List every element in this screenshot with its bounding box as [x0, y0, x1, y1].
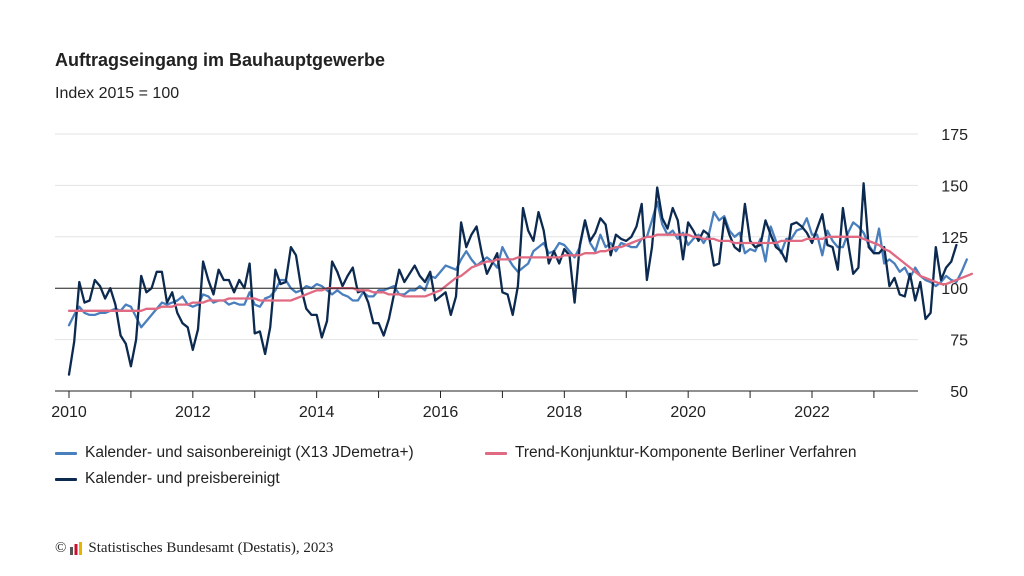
legend-label-preisbereinigt: Kalender- und preisbereinigt [85, 470, 280, 487]
legend-label-trend: Trend-Konjunktur-Komponente Berliner Ver… [515, 444, 857, 461]
x-tick-label-2018: 2018 [547, 404, 583, 421]
legend-item-saisonbereinigt[interactable]: Kalender- und saisonbereinigt (X13 JDeme… [55, 444, 414, 462]
y-tick-label-125: 125 [941, 230, 968, 247]
legend-swatch-saisonbereinigt [55, 451, 77, 455]
legend-item-trend[interactable]: Trend-Konjunktur-Komponente Berliner Ver… [485, 444, 856, 462]
chart-subtitle: Index 2015 = 100 [55, 85, 180, 102]
legend-swatch-trend [485, 451, 507, 455]
legend-swatch-preisbereinigt [55, 477, 77, 481]
y-tick-label-175: 175 [941, 127, 968, 144]
destatis-logo-icon [69, 542, 83, 555]
chart-title: Auftragseingang im Bauhauptgewerbe [55, 50, 386, 70]
y-tick-label-100: 100 [941, 281, 968, 298]
x-tick-label-2014: 2014 [299, 404, 335, 421]
y-tick-label-150: 150 [941, 178, 968, 195]
x-tick-label-2020: 2020 [670, 404, 706, 421]
x-tick-label-2022: 2022 [794, 404, 830, 421]
source-text: Statistisches Bundesamt (Destatis), 2023 [88, 540, 334, 556]
series-line-1 [67, 233, 974, 312]
legend-label-saisonbereinigt: Kalender- und saisonbereinigt (X13 JDeme… [85, 444, 414, 461]
y-tick-label-50: 50 [950, 384, 968, 401]
x-tick-label-2010: 2010 [51, 404, 87, 421]
x-tick-label-2016: 2016 [423, 404, 459, 421]
legend-item-preisbereinigt[interactable]: Kalender- und preisbereinigt [55, 470, 280, 488]
source-credit: © Statistisches Bundesamt (Destatis), 20… [55, 540, 333, 557]
y-tick-label-75: 75 [950, 333, 968, 350]
series-line-2 [67, 182, 958, 376]
x-tick-label-2012: 2012 [175, 404, 211, 421]
copyright-symbol: © [55, 540, 67, 556]
